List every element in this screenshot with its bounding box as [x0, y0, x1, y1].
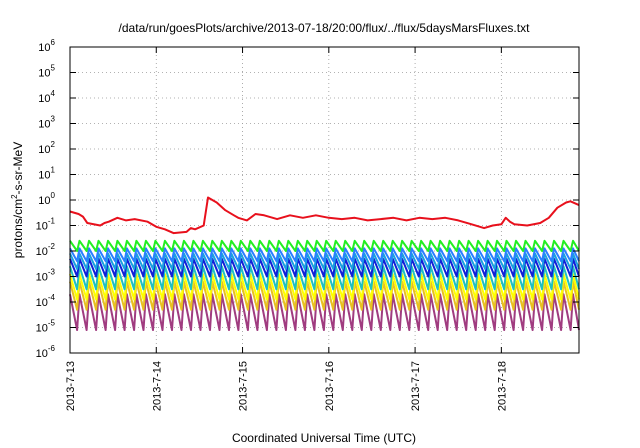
y-tick-label: 104 [38, 89, 55, 105]
y-tick-label: 10-5 [36, 319, 56, 335]
y-tick-label: 100 [38, 191, 55, 207]
x-tick-label: 2013-7-18 [496, 361, 508, 411]
y-tick-label: 106 [38, 38, 55, 54]
chart-title: /data/run/goesPlots/archive/2013-07-18/2… [119, 21, 531, 35]
y-tick-label: 10-6 [36, 344, 56, 360]
x-tick-label: 2013-7-15 [238, 361, 250, 411]
x-tick-label: 2013-7-17 [410, 361, 422, 411]
y-axis: 10-6 10-5 10-4 10-3 10-2 10-1 100 101 102 103 104 1… [36, 38, 579, 360]
y-tick-label: 101 [38, 166, 55, 182]
series-line-red [69, 196, 580, 235]
y-tick-label: 105 [38, 64, 55, 80]
x-axis-label: Coordinated Universal Time (UTC) [232, 431, 416, 445]
y-tick-label: 102 [38, 140, 55, 156]
y-axis-label: protons/cm2-s-sr-MeV [10, 142, 25, 258]
x-tick-label: 2013-7-16 [324, 361, 336, 411]
y-tick-label: 10-2 [36, 242, 56, 258]
y-tick-label: 10-4 [36, 293, 56, 309]
series-line-teal [69, 265, 580, 291]
series-line-purple [69, 293, 580, 331]
x-tick-label: 2013-7-14 [151, 361, 163, 411]
y-tick-label: 10-3 [36, 268, 56, 284]
y-tick-label: 103 [38, 115, 55, 131]
x-axis: 2013-7-13 2013-7-14 2013-7-15 2013-7-16 2013… [65, 47, 508, 411]
series-line-blue1 [69, 247, 580, 263]
x-tick-label: 2013-7-13 [65, 361, 77, 411]
y-tick-label: 10-1 [36, 217, 56, 233]
series-line-blue2 [69, 252, 580, 270]
series-line-green [69, 239, 580, 252]
series-layer [69, 196, 580, 331]
